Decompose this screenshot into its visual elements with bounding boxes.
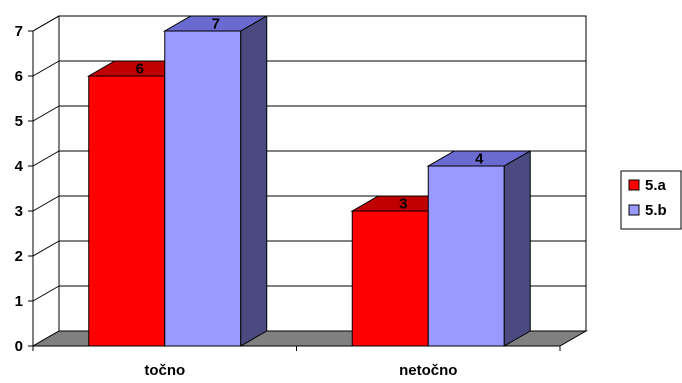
- gridline-side: [32, 195, 60, 212]
- side-wall: [32, 15, 60, 347]
- bar-front: [164, 30, 242, 347]
- bar-front: [88, 75, 166, 347]
- legend-label: 5.b: [645, 202, 667, 219]
- data-label: 7: [212, 16, 220, 33]
- category-label: točno: [144, 362, 185, 379]
- gridline-side: [32, 15, 60, 32]
- y-tick-label: 2: [15, 248, 23, 265]
- bar-5.b-netočno: [426, 150, 533, 347]
- gridline-side: [32, 150, 60, 167]
- data-label: 3: [399, 196, 407, 213]
- gridline-side: [32, 60, 60, 77]
- legend-swatch: [628, 204, 640, 216]
- bar-side: [503, 150, 531, 347]
- bar-side: [240, 15, 268, 347]
- legend: 5.a5.b: [620, 170, 682, 230]
- bar-front: [351, 210, 429, 347]
- legend-label: 5.a: [645, 177, 667, 194]
- y-tick-label: 7: [15, 23, 23, 40]
- y-tick-label: 3: [15, 203, 23, 220]
- legend-swatch: [628, 179, 640, 191]
- y-tick-label: 0: [15, 338, 23, 355]
- category-label: netočno: [399, 362, 457, 379]
- bar-front: [427, 165, 505, 347]
- data-label: 6: [136, 61, 144, 78]
- data-label: 4: [475, 151, 484, 168]
- y-tick-label: 6: [15, 68, 23, 85]
- gridline-side: [32, 285, 60, 302]
- gridline-side: [32, 240, 60, 257]
- y-tick-label: 1: [15, 293, 23, 310]
- labels: 0 1 2 3 4 5 6 7 točno netočno 6 7 3 4: [15, 16, 484, 380]
- gridline-side: [32, 105, 60, 122]
- y-tick-label: 4: [15, 158, 24, 175]
- bars: [86, 15, 533, 347]
- bar-5.b-točno: [162, 15, 269, 347]
- y-tick-label: 5: [15, 113, 23, 130]
